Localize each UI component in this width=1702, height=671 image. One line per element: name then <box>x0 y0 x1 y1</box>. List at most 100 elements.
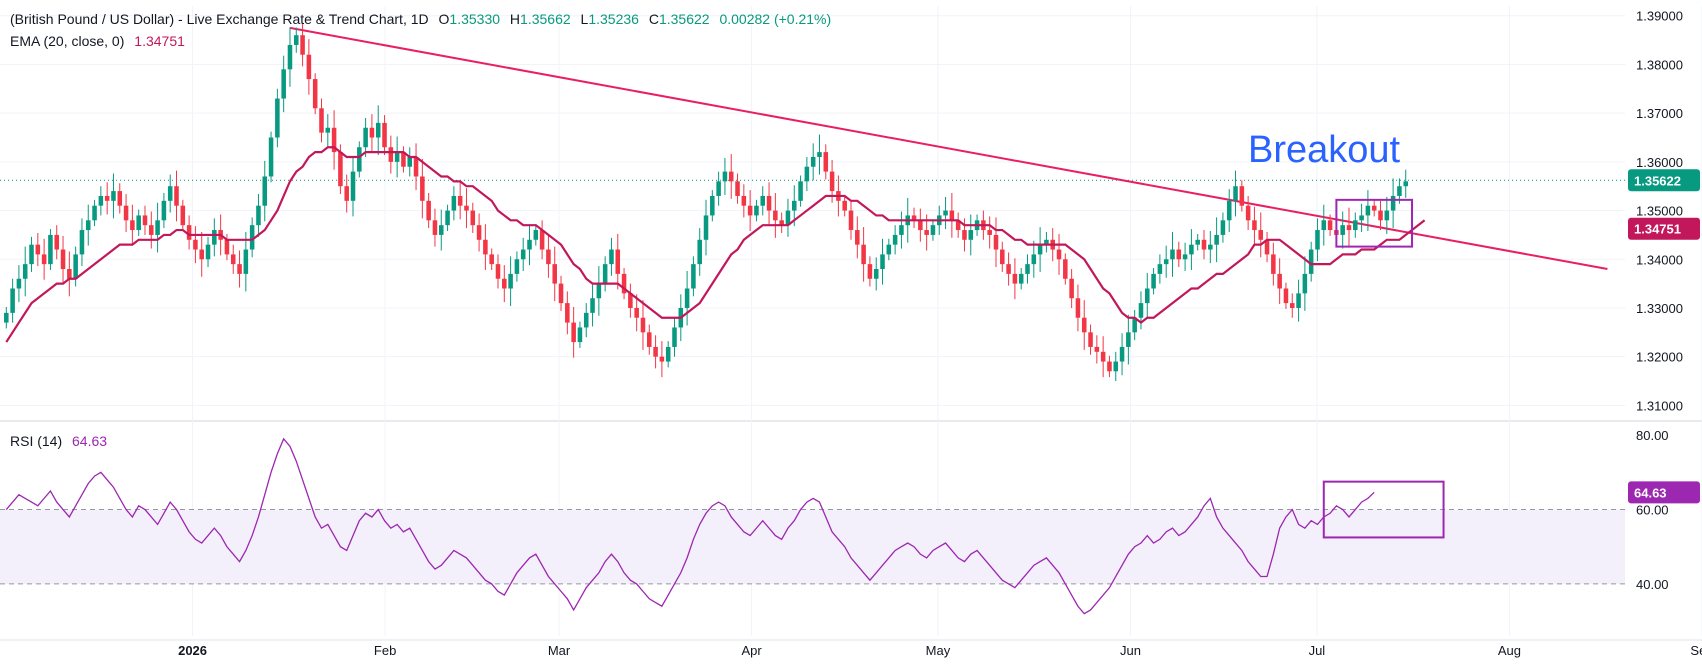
candle-body <box>602 264 608 284</box>
candle-body <box>1245 205 1251 221</box>
candle-body <box>930 225 936 235</box>
candle-body <box>85 220 91 231</box>
candle-body <box>457 195 463 206</box>
open-value: 1.35330 <box>449 11 501 27</box>
ema-legend[interactable]: EMA (20, close, 0) 1.34751 <box>10 33 185 49</box>
candle-body <box>558 283 564 304</box>
candle-body <box>596 283 602 299</box>
candle-body <box>29 244 34 265</box>
last-price-tag-text: 1.35622 <box>1634 173 1681 188</box>
candle-body <box>1289 303 1295 308</box>
candle-body <box>785 210 791 226</box>
candle-body <box>1353 220 1358 231</box>
candle-body <box>369 127 375 138</box>
candle-body <box>205 244 211 260</box>
candle-body <box>1037 244 1043 255</box>
candle-body <box>741 195 747 206</box>
candle-body <box>539 230 545 250</box>
candle-body <box>1397 186 1402 196</box>
axes: 1.39000 1.38000 1.37000 1.36000 1.35000 1.340… <box>178 9 1702 658</box>
candle-body <box>1201 239 1207 250</box>
rsi-value-tag-text: 64.63 <box>1634 485 1667 500</box>
candle-body <box>1302 273 1308 294</box>
candle-body <box>438 225 444 235</box>
time-tick-label: Apr <box>741 643 762 658</box>
high-value: 1.35662 <box>520 11 571 27</box>
open-label: O <box>438 11 450 27</box>
candle-body <box>407 156 413 167</box>
candle-body <box>1119 346 1125 362</box>
ema-line <box>5 146 1426 343</box>
candle-body <box>873 269 879 279</box>
candle-body <box>577 327 583 343</box>
candle-body <box>810 156 816 167</box>
rsi-label: RSI (14) <box>10 433 63 449</box>
rsi-tick-label: 40.00 <box>1636 577 1669 592</box>
candle-body <box>533 230 539 240</box>
trendline[interactable] <box>289 26 1608 270</box>
time-tick-label: Jun <box>1120 643 1141 658</box>
price-tick-label: 1.39000 <box>1636 9 1683 24</box>
candle-body <box>634 307 639 318</box>
change-value: 0.00282 (+0.21%) <box>719 11 832 27</box>
candle-body <box>357 147 362 172</box>
candle-body <box>167 186 173 201</box>
candle-body <box>1088 332 1093 347</box>
candle-body <box>502 278 507 289</box>
rsi-band <box>0 509 1625 585</box>
candle-body <box>1264 239 1270 255</box>
candle-body <box>1000 249 1005 265</box>
rsi-highlight-box <box>1322 480 1445 539</box>
highlight-boxes[interactable] <box>1322 198 1445 539</box>
candle-body <box>1403 181 1408 187</box>
candle-body <box>672 327 677 347</box>
candle-body <box>155 220 160 235</box>
candle-body <box>193 239 198 250</box>
candle-body <box>401 152 406 167</box>
candle-body <box>684 288 690 308</box>
candle-body <box>861 244 866 265</box>
candle-body <box>722 171 728 182</box>
candle-body <box>1340 225 1345 235</box>
candle-body <box>520 249 526 260</box>
candle-body <box>728 171 734 182</box>
candle-body <box>22 264 28 279</box>
candle-body <box>867 264 873 279</box>
rsi-legend[interactable]: RSI (14) 64.63 <box>10 433 107 449</box>
candle-body <box>1277 273 1282 289</box>
candle-body <box>798 181 803 201</box>
candle-body <box>1145 288 1150 304</box>
candle-body <box>1081 317 1087 333</box>
candle-body <box>1283 288 1289 304</box>
candle-body <box>4 312 9 323</box>
breakout-annotation[interactable]: Breakout <box>1248 129 1401 171</box>
candle-body <box>79 230 85 255</box>
candle-body <box>628 293 633 308</box>
high-label: H <box>509 11 521 27</box>
trendline-segment <box>289 26 1608 270</box>
candle-body <box>1371 205 1377 211</box>
candle-body <box>880 254 885 270</box>
candle-body <box>1296 293 1301 308</box>
candle-body <box>1107 361 1112 372</box>
rsi-tick-label: 80.00 <box>1636 428 1669 443</box>
candle-body <box>426 200 431 221</box>
candle-body <box>123 205 129 221</box>
candle-body <box>174 186 179 206</box>
symbol-title[interactable]: (British Pound / US Dollar) - Live Excha… <box>10 11 429 27</box>
candle-body <box>388 147 394 162</box>
candle-body <box>1075 298 1081 318</box>
low-value: 1.35236 <box>588 11 639 27</box>
candle-body <box>35 244 41 255</box>
candle-body <box>470 210 476 226</box>
candle-body <box>243 249 249 274</box>
candle-body <box>483 239 488 255</box>
candle-body <box>92 205 97 221</box>
candle-body <box>1132 317 1137 333</box>
candle-body <box>1170 249 1175 260</box>
candle-body <box>142 215 148 226</box>
candle-body <box>363 127 368 148</box>
candle-body <box>1321 220 1327 231</box>
candle-body <box>911 215 917 221</box>
